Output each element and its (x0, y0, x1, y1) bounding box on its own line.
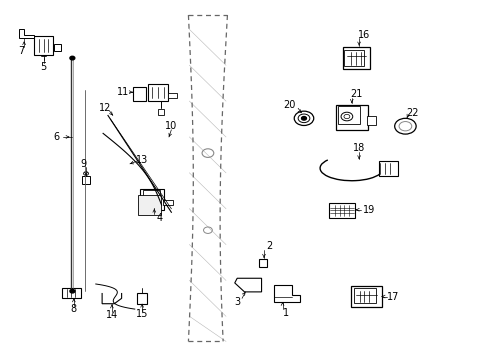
Text: 22: 22 (406, 108, 418, 118)
Polygon shape (234, 278, 261, 292)
Text: 4: 4 (156, 213, 162, 222)
Text: 1: 1 (283, 308, 289, 318)
Text: 7: 7 (19, 46, 25, 56)
Bar (338, 107, 360, 125)
Bar (366, 116, 375, 125)
Bar (143, 190, 160, 206)
Text: 2: 2 (265, 241, 271, 251)
Text: 3: 3 (234, 297, 240, 307)
Polygon shape (19, 30, 34, 39)
Text: 18: 18 (352, 143, 365, 153)
Text: 20: 20 (283, 100, 295, 110)
Text: 12: 12 (99, 103, 111, 113)
Text: 11: 11 (116, 87, 128, 97)
Text: 5: 5 (41, 62, 47, 72)
Bar (140, 189, 163, 211)
Text: 17: 17 (386, 292, 399, 302)
Bar (354, 288, 376, 303)
Bar (163, 200, 172, 206)
Bar (335, 105, 367, 130)
Bar (378, 161, 397, 176)
Bar (258, 259, 267, 267)
Bar (137, 293, 147, 304)
Polygon shape (273, 285, 299, 302)
Bar (350, 286, 381, 307)
Text: 13: 13 (136, 155, 148, 165)
Bar (158, 109, 163, 115)
Bar (34, 36, 53, 55)
Text: 19: 19 (362, 205, 374, 215)
Bar (54, 44, 61, 50)
Text: 15: 15 (136, 310, 148, 319)
Text: 16: 16 (357, 30, 369, 40)
Bar (82, 176, 90, 184)
Circle shape (70, 289, 75, 293)
Bar (168, 93, 177, 98)
Circle shape (70, 56, 75, 60)
Text: 8: 8 (71, 304, 77, 314)
Bar (328, 203, 355, 218)
Circle shape (301, 117, 306, 120)
Bar (138, 195, 161, 215)
Bar (344, 50, 363, 66)
Text: 6: 6 (54, 132, 60, 142)
Bar (148, 84, 167, 101)
Bar (61, 288, 81, 298)
Text: 9: 9 (81, 159, 86, 169)
Bar (133, 87, 146, 101)
Text: 10: 10 (165, 121, 177, 131)
Bar (343, 47, 369, 69)
Text: 14: 14 (105, 310, 118, 320)
Text: 21: 21 (350, 89, 362, 99)
